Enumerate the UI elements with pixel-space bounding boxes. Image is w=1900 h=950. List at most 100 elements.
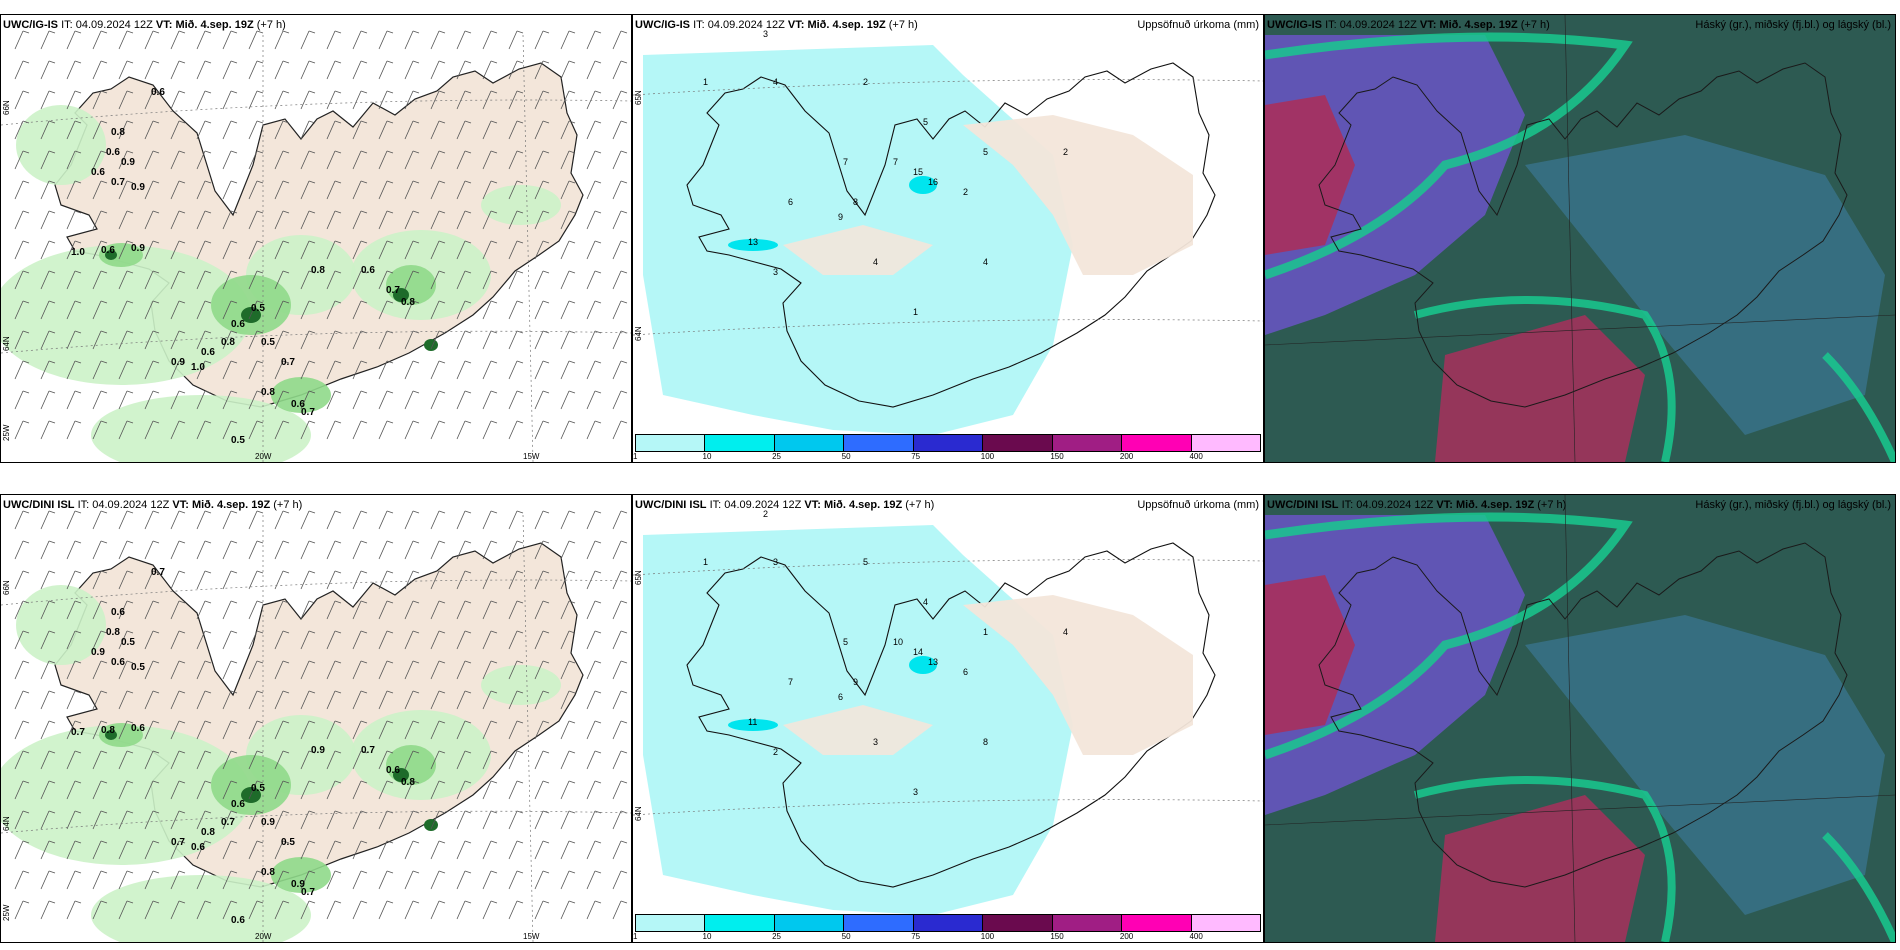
precip-value-label: 2 — [773, 747, 778, 757]
colorbar-segment — [1191, 435, 1260, 451]
vt-value: Mið. 4.sep. 19Z — [1455, 499, 1535, 511]
lead-time: (+7 h) — [1520, 19, 1550, 31]
wind-value-label: 0.9 — [171, 357, 185, 368]
graticule — [1265, 794, 1895, 826]
colorbar-segment — [774, 435, 845, 451]
wind-panel-row1: UWC/IG-IS IT: 04.09.2024 12Z VT: Mið. 4.… — [0, 14, 632, 463]
wind-value-label: 0.9 — [121, 157, 135, 168]
high-cloud-area — [1435, 795, 1645, 942]
colorbar-segment — [636, 435, 706, 451]
wind-value-label: 1.0 — [71, 247, 85, 258]
dry-land — [963, 115, 1193, 275]
cloud-header-row1: UWC/IG-IS IT: 04.09.2024 12Z VT: Mið. 4.… — [1267, 19, 1550, 31]
precip-value-label: 6 — [788, 197, 793, 207]
model-name: UWC/IG-IS — [635, 19, 690, 31]
wind-header-row2: UWC/DINI ISL IT: 04.09.2024 12Z VT: Mið.… — [3, 499, 302, 511]
precip-value-label: 8 — [853, 197, 858, 207]
vt-label: VT: — [1419, 19, 1437, 31]
latitude-label: 65N — [634, 570, 643, 585]
precip-value-label: 5 — [843, 637, 848, 647]
high-cloud-area — [1265, 575, 1355, 735]
wind-area-strong — [271, 377, 331, 413]
wind-value-label: 0.5 — [231, 435, 245, 446]
wind-area — [1, 725, 251, 865]
precip-value-label: 1 — [703, 77, 708, 87]
model-name: UWC/IG-IS — [3, 19, 58, 31]
wind-value-label: 0.9 — [291, 879, 305, 890]
wind-value-label: 0.9 — [311, 745, 325, 756]
wind-value-label: 0.7 — [301, 887, 315, 898]
wind-value-label: 0.8 — [261, 867, 275, 878]
colorbar-segment — [913, 915, 984, 931]
wind-area-max — [105, 730, 117, 740]
wind-value-label: 0.8 — [101, 725, 115, 736]
graticule — [633, 559, 1263, 816]
vt-label: VT: — [172, 499, 189, 511]
graticule — [1, 34, 631, 462]
wind-area-max — [424, 819, 438, 831]
precip-max-area — [909, 656, 937, 674]
wind-value-label: 0.6 — [291, 399, 305, 410]
lead-time: (+7 h) — [256, 19, 286, 31]
precip-title-row2: Uppsöfnuð úrkoma (mm) — [1137, 499, 1259, 511]
cloud-edge — [1413, 776, 1676, 942]
latitude-label: 66N — [2, 100, 11, 115]
colorbar-tick-label: 50 — [841, 932, 851, 941]
low-cloud-area — [1525, 615, 1885, 915]
wind-area — [481, 185, 561, 225]
wind-value-label: 0.5 — [261, 337, 275, 348]
wind-value-label: 0.6 — [201, 347, 215, 358]
precip-value-label: 6 — [963, 667, 968, 677]
precip-value-label: 16 — [928, 177, 938, 187]
wind-value-label: 0.8 — [201, 827, 215, 838]
precip-value-label: 3 — [773, 267, 778, 277]
wind-value-label: 0.6 — [101, 245, 115, 256]
colorbar-tick-label: 150 — [1050, 932, 1064, 941]
latitude-label: 64N — [2, 816, 11, 831]
cloud-map-row2 — [1265, 495, 1895, 942]
precip-value-label: 11 — [748, 717, 757, 727]
precip-colorbar-labels-row2: 1 10 25 50 75 100 150 200 400 — [633, 932, 1261, 942]
vt-value: Mið. 4.sep. 19Z — [807, 19, 886, 31]
colorbar-segment — [1122, 435, 1192, 451]
colorbar-tick-label: 25 — [772, 452, 782, 461]
colorbar-segment — [844, 435, 914, 451]
wind-value-label: 0.8 — [106, 627, 120, 638]
it-label: IT: — [1325, 19, 1337, 31]
precip-value-label: 1 — [983, 627, 988, 637]
low-cloud-area — [1525, 135, 1885, 435]
wind-value-label: 0.8 — [401, 777, 415, 788]
wind-area-max — [393, 768, 409, 782]
cloud-edge — [1822, 832, 1895, 942]
vt-label: VT: — [787, 19, 805, 31]
wind-header-row1: UWC/IG-IS IT: 04.09.2024 12Z VT: Mið. 4.… — [3, 19, 286, 31]
wind-value-label: 0.7 — [111, 177, 125, 188]
wind-value-label: 0.8 — [111, 127, 125, 138]
precip-value-label: 1 — [703, 557, 708, 567]
iceland-coastline — [1318, 542, 1848, 888]
colorbar-segment — [983, 915, 1053, 931]
colorbar-tick-label: 50 — [841, 452, 851, 461]
it-label: IT: — [693, 19, 705, 31]
precip-value-label: 2 — [963, 187, 968, 197]
wind-area-max — [105, 250, 117, 260]
precip-value-label: 4 — [873, 257, 878, 267]
precip-header-row2: UWC/DINI ISL IT: 04.09.2024 12Z VT: Mið.… — [635, 499, 934, 511]
colorbar-segment — [1122, 915, 1192, 931]
wind-area — [91, 395, 311, 462]
precip-value-label: 3 — [873, 737, 878, 747]
precip-value-label: 1 — [913, 307, 918, 317]
colorbar-tick-label: 200 — [1119, 452, 1134, 461]
it-value: 04.09.2024 12Z — [1356, 499, 1434, 511]
precip-value-label: 9 — [838, 212, 843, 222]
precip-title-row1: Uppsöfnuð úrkoma (mm) — [1137, 19, 1259, 31]
wind-value-label: 0.9 — [131, 182, 145, 193]
wind-value-label: 0.7 — [221, 817, 235, 828]
precip-value-label: 9 — [853, 677, 858, 687]
wind-value-label: 0.6 — [111, 607, 125, 618]
latitude-label: 64N — [2, 336, 11, 351]
graticule — [1, 514, 631, 942]
model-name: UWC/DINI ISL — [3, 499, 75, 511]
latitude-label: 65N — [634, 90, 643, 105]
